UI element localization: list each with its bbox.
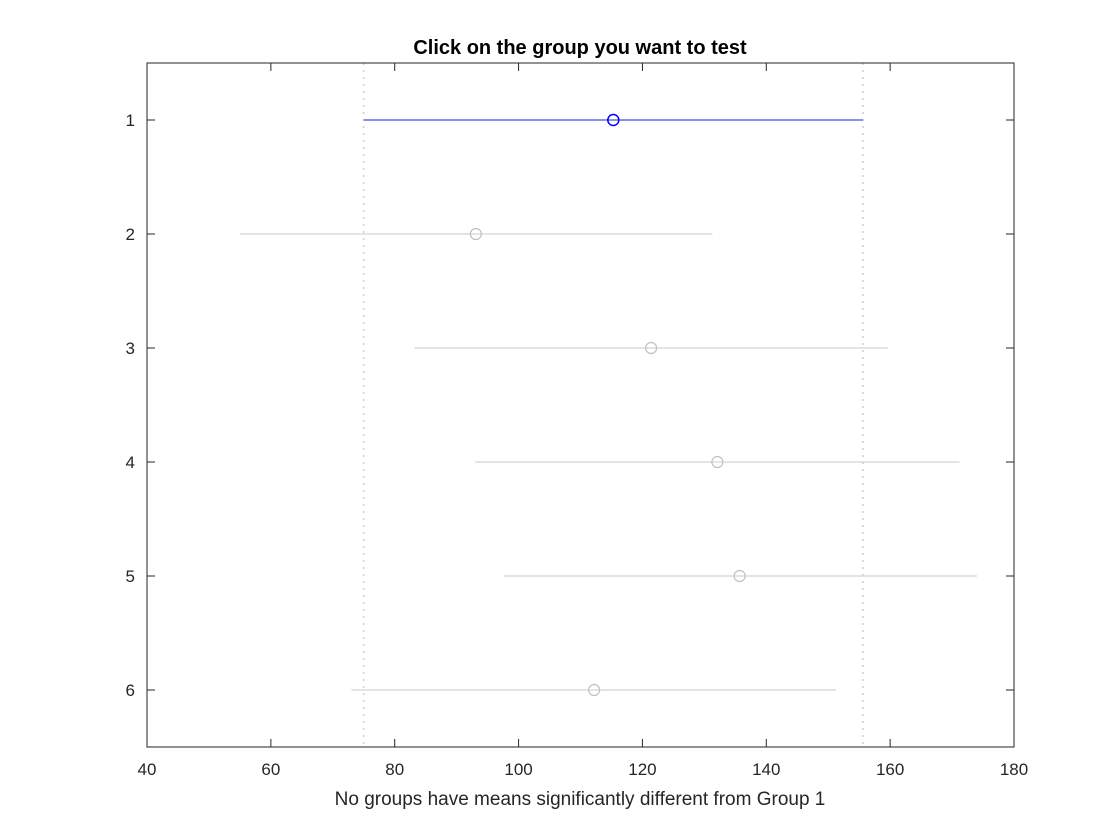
x-tick-label: 40 (138, 760, 157, 779)
x-tick-label: 80 (385, 760, 404, 779)
chart-title: Click on the group you want to test (413, 37, 747, 59)
mean-marker-group-3[interactable] (644, 341, 658, 355)
y-tick-label: 4 (126, 453, 135, 472)
x-tick-label: 60 (261, 760, 280, 779)
mean-marker-group-4[interactable] (711, 455, 724, 469)
mean-marker-group-5[interactable] (733, 569, 746, 583)
mean-marker-group-1[interactable] (607, 113, 620, 127)
y-tick-label: 1 (126, 111, 135, 130)
mean-marker-group-6[interactable] (588, 683, 601, 697)
y-tick-label: 2 (126, 225, 135, 244)
y-tick-label: 5 (126, 567, 135, 586)
x-tick-label: 120 (628, 760, 656, 779)
y-tick-label: 6 (126, 681, 135, 700)
x-axis-label: No groups have means significantly diffe… (335, 789, 826, 810)
plot-area[interactable]: 40 60 80 100 120 140 160 180 1 2 3 4 5 6 (126, 62, 1029, 779)
axes-box (146, 62, 1015, 748)
x-tick-label: 180 (1000, 760, 1028, 779)
x-tick-label: 140 (752, 760, 780, 779)
x-tick-label: 100 (504, 760, 532, 779)
mean-marker-group-2[interactable] (469, 227, 482, 241)
x-tick-label: 160 (876, 760, 904, 779)
y-tick-label: 3 (126, 339, 135, 358)
